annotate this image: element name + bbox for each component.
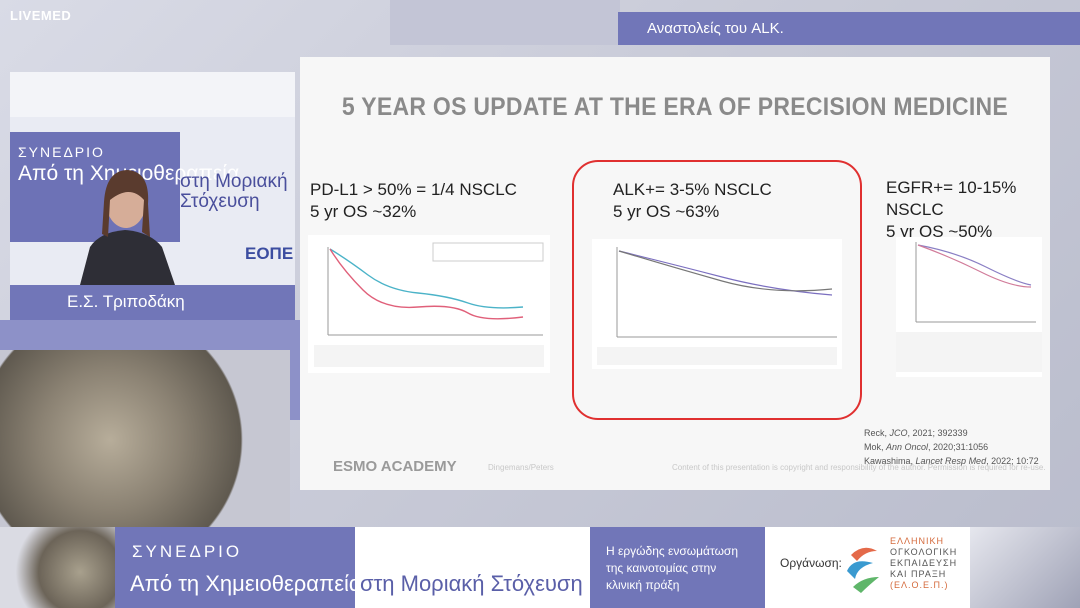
speaker-body <box>80 230 175 285</box>
banner-title: Από τη Χημειοθεραπεία <box>130 571 362 596</box>
organizer-line: ΚΑΙ ΠΡΑΞΗ <box>890 569 947 579</box>
ref-journal: Lancet Resp Med <box>915 456 987 466</box>
km-plot-image <box>896 237 1042 377</box>
banner-image <box>970 527 1080 608</box>
references: Reck, JCO, 2021; 392339 Mok, Ann Oncol, … <box>864 426 1039 468</box>
panel-line: 5 yr OS ~32% <box>310 202 417 221</box>
km-plot-image <box>592 239 842 369</box>
plot-curve <box>917 244 1032 288</box>
organizer-name: ΕΛΛΗΝΙΚΗ ΟΓΚΟΛΟΓΙΚΗ ΕΚΠΑΙΔΕΥΣΗ ΚΑΙ ΠΡΑΞΗ… <box>890 536 957 591</box>
banner-title: στη Μοριακή Στόχευση <box>360 571 583 596</box>
km-plot-image <box>308 235 550 373</box>
organizer-line: ΕΛΛΗΝΙΚΗ <box>890 536 945 546</box>
banner-tagline: Η εργώδης ενσωμάτωση της καινοτομίας στη… <box>606 543 738 594</box>
logo-shape <box>853 577 879 593</box>
banner-image <box>0 527 115 608</box>
banner-block <box>115 527 355 608</box>
panel-text: EGFR+= 10-15% NSCLC 5 yr OS ~50% <box>886 177 1050 243</box>
ref-author: Reck, <box>864 428 890 438</box>
speaker-video: ΣΥΝΕΔΡΙΟ Από τη Χημειοθεραπεία στη Μορια… <box>10 72 295 285</box>
plot-table <box>314 345 544 367</box>
backdrop-text: ΣΥΝΕΔΡΙΟ <box>18 144 105 160</box>
bottom-banner: ΣΥΝΕΔΡΙΟ Από τη Χημειοθεραπεία στη Μορια… <box>0 527 1080 608</box>
tagline-line: Η εργώδης ενσωμάτωση <box>606 544 739 558</box>
video-backdrop <box>10 72 295 117</box>
reference: Kawashima, Lancet Resp Med, 2022; 10:72 <box>864 454 1039 468</box>
plot-curve <box>329 248 524 320</box>
panel-text: ALK+= 3-5% NSCLC 5 yr OS ~63% <box>613 179 772 223</box>
panel-line: 5 yr OS ~63% <box>613 202 720 221</box>
plot-legend <box>432 242 544 262</box>
ref-author: Kawashima, <box>864 456 916 466</box>
panel-line: EGFR+= 10-15% NSCLC <box>886 178 1017 219</box>
plot-table <box>896 332 1042 372</box>
ref-detail: , 2020;31:1056 <box>928 442 989 452</box>
ref-author: Mok, <box>864 442 887 452</box>
speaker-name: Ε.Σ. Τριποδάκη <box>67 292 185 311</box>
banner-block: Η εργώδης ενσωμάτωση της καινοτομίας στη… <box>590 527 765 608</box>
organizer-logo <box>847 547 879 593</box>
speaker-hair <box>102 170 150 237</box>
organizer-line: ΟΓΚΟΛΟΓΙΚΗ <box>890 547 958 557</box>
speaker-name-bar: Ε.Σ. Τριποδάκη <box>10 285 295 320</box>
video-backdrop <box>10 132 180 242</box>
plot-curve <box>917 244 1032 286</box>
ref-journal: Ann Oncol <box>886 442 929 452</box>
slide: 5 YEAR OS UPDATE AT THE ERA OF PRECISION… <box>300 57 1050 490</box>
speaker-figure <box>80 170 175 285</box>
plot-curve <box>618 250 833 292</box>
organizer-line: ΕΚΠΑΙΔΕΥΣΗ <box>890 558 958 568</box>
panel-line: PD-L1 > 50% = 1/4 NSCLC <box>310 180 517 199</box>
tagline-line: της καινοτομίας στην <box>606 561 717 575</box>
ref-journal: JCO <box>889 428 908 438</box>
highlight-box <box>572 160 862 420</box>
panel-line: ALK+= 3-5% NSCLC <box>613 180 772 199</box>
organizer-label: Οργάνωση: <box>780 556 842 570</box>
logo-shape <box>851 547 877 561</box>
panel-text: PD-L1 > 50% = 1/4 NSCLC 5 yr OS ~32% <box>310 179 517 223</box>
plot-curve <box>329 248 524 309</box>
backdrop-text: στη Μοριακή Στόχευση <box>180 171 288 212</box>
backdrop-logo: ΕΟΠΕ <box>245 244 294 263</box>
backdrop-block <box>390 0 620 45</box>
topic: Αναστολείς του ALK. <box>647 20 784 37</box>
logo: LIVEMED <box>10 8 72 23</box>
reference: Reck, JCO, 2021; 392339 <box>864 426 1039 440</box>
footer-authors: Dingemans/Peters <box>488 463 554 472</box>
plot-table <box>597 347 837 365</box>
ref-detail: , 2021; 392339 <box>907 428 968 438</box>
topic-bar: Αναστολείς του ALK. <box>618 12 1080 45</box>
footer-brand: ESMO ACADEMY <box>333 458 457 475</box>
backdrop-sculpture <box>0 350 290 527</box>
slide-title: 5 YEAR OS UPDATE AT THE ERA OF PRECISION… <box>341 93 1009 121</box>
panel-line: 5 yr OS ~50% <box>886 222 993 241</box>
banner-event: ΣΥΝΕΔΡΙΟ <box>132 542 243 561</box>
logo-shape <box>847 561 873 579</box>
organizer-line: (ΕΛ.Ο.Ε.Π.) <box>890 580 949 590</box>
footer-notice: Content of this presentation is copyrigh… <box>672 463 1046 472</box>
tagline-line: κλινική πράξη <box>606 578 680 592</box>
ref-detail: , 2022; 10:72 <box>986 456 1039 466</box>
reference: Mok, Ann Oncol, 2020;31:1056 <box>864 440 1039 454</box>
